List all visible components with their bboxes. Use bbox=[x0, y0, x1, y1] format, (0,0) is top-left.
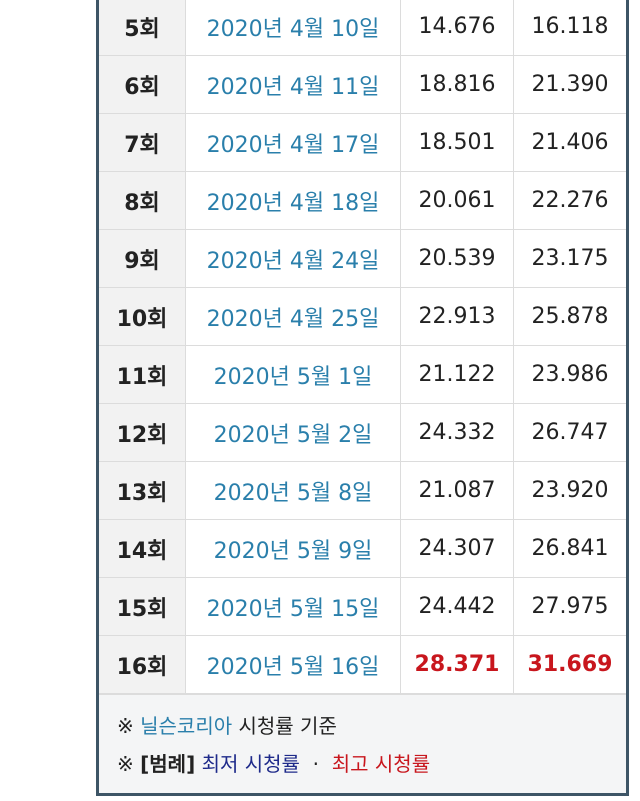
rating-value-1: 24.307 bbox=[400, 519, 514, 578]
source-text: 시청률 기준 bbox=[238, 714, 337, 738]
air-date-link[interactable]: 2020년 4월 10일 bbox=[185, 0, 401, 56]
rating-value-1: 18.501 bbox=[400, 113, 514, 172]
air-date-link[interactable]: 2020년 5월 16일 bbox=[185, 635, 401, 694]
table-row: 5회 2020년 4월 10일 14.676 16.118 bbox=[99, 0, 626, 56]
episode-cell: 7회 bbox=[99, 113, 186, 172]
rating-value-2: 31.669 bbox=[513, 635, 626, 694]
table-footer: ※ 닐슨코리아 시청률 기준 ※ [범례] 최저 시청률 · 최고 시청률 bbox=[99, 694, 626, 793]
table-row: 16회 2020년 5월 16일 28.371 31.669 bbox=[99, 635, 626, 694]
episode-cell: 8회 bbox=[99, 171, 186, 230]
ratings-table-container: 5회 2020년 4월 10일 14.676 16.118 6회 2020년 4월 11일… bbox=[96, 0, 629, 796]
table-row: 12회 2020년 5월 2일 24.332 26.747 bbox=[99, 403, 626, 462]
air-date-link[interactable]: 2020년 4월 25일 bbox=[185, 287, 401, 346]
legend-max: 최고 시청률 bbox=[331, 752, 431, 776]
table-row: 15회 2020년 5월 15일 24.442 27.975 bbox=[99, 577, 626, 636]
rating-value-2: 27.975 bbox=[513, 577, 626, 636]
note-mark: ※ bbox=[117, 752, 134, 776]
rating-value-2: 26.747 bbox=[513, 403, 626, 462]
episode-cell: 12회 bbox=[99, 403, 186, 462]
episode-cell: 10회 bbox=[99, 287, 186, 346]
ratings-table: 5회 2020년 4월 10일 14.676 16.118 6회 2020년 4월 11일… bbox=[99, 0, 626, 694]
rating-value-2: 25.878 bbox=[513, 287, 626, 346]
table-row: 8회 2020년 4월 18일 20.061 22.276 bbox=[99, 171, 626, 230]
nielsen-korea-link[interactable]: 닐슨코리아 bbox=[140, 714, 233, 738]
air-date-link[interactable]: 2020년 4월 24일 bbox=[185, 229, 401, 288]
legend-note: ※ [범례] 최저 시청률 · 최고 시청률 bbox=[117, 745, 610, 783]
episode-cell: 11회 bbox=[99, 345, 186, 404]
air-date-link[interactable]: 2020년 5월 8일 bbox=[185, 461, 401, 520]
rating-value-1: 21.122 bbox=[400, 345, 514, 404]
rating-value-1: 22.913 bbox=[400, 287, 514, 346]
episode-cell: 16회 bbox=[99, 635, 186, 694]
air-date-link[interactable]: 2020년 5월 1일 bbox=[185, 345, 401, 404]
episode-cell: 5회 bbox=[99, 0, 186, 56]
rating-value-1: 14.676 bbox=[400, 0, 514, 56]
rating-value-2: 16.118 bbox=[513, 0, 626, 56]
rating-value-2: 21.406 bbox=[513, 113, 626, 172]
rating-value-1: 18.816 bbox=[400, 55, 514, 114]
table-row: 10회 2020년 4월 25일 22.913 25.878 bbox=[99, 287, 626, 346]
legend-min: 최저 시청률 bbox=[201, 752, 300, 776]
table-row: 7회 2020년 4월 17일 18.501 21.406 bbox=[99, 113, 626, 172]
rating-value-1: 21.087 bbox=[400, 461, 514, 520]
rating-value-2: 23.175 bbox=[513, 229, 626, 288]
rating-value-2: 23.986 bbox=[513, 345, 626, 404]
episode-cell: 6회 bbox=[99, 55, 186, 114]
rating-value-2: 22.276 bbox=[513, 171, 626, 230]
rating-value-1: 20.539 bbox=[400, 229, 514, 288]
episode-cell: 9회 bbox=[99, 229, 186, 288]
table-row: 9회 2020년 4월 24일 20.539 23.175 bbox=[99, 229, 626, 288]
rating-value-2: 26.841 bbox=[513, 519, 626, 578]
source-note: ※ 닐슨코리아 시청률 기준 bbox=[117, 707, 610, 745]
legend-separator: · bbox=[312, 752, 320, 776]
rating-value-1: 20.061 bbox=[400, 171, 514, 230]
episode-cell: 13회 bbox=[99, 461, 186, 520]
air-date-link[interactable]: 2020년 5월 9일 bbox=[185, 519, 401, 578]
table-row: 13회 2020년 5월 8일 21.087 23.920 bbox=[99, 461, 626, 520]
rating-value-2: 23.920 bbox=[513, 461, 626, 520]
air-date-link[interactable]: 2020년 4월 11일 bbox=[185, 55, 401, 114]
episode-cell: 15회 bbox=[99, 577, 186, 636]
air-date-link[interactable]: 2020년 5월 15일 bbox=[185, 577, 401, 636]
air-date-link[interactable]: 2020년 4월 18일 bbox=[185, 171, 401, 230]
legend-label: [범례] bbox=[140, 752, 196, 776]
air-date-link[interactable]: 2020년 4월 17일 bbox=[185, 113, 401, 172]
rating-value-2: 21.390 bbox=[513, 55, 626, 114]
episode-cell: 14회 bbox=[99, 519, 186, 578]
rating-value-1: 24.332 bbox=[400, 403, 514, 462]
air-date-link[interactable]: 2020년 5월 2일 bbox=[185, 403, 401, 462]
table-row: 6회 2020년 4월 11일 18.816 21.390 bbox=[99, 55, 626, 114]
rating-value-1: 24.442 bbox=[400, 577, 514, 636]
table-row: 14회 2020년 5월 9일 24.307 26.841 bbox=[99, 519, 626, 578]
rating-value-1: 28.371 bbox=[400, 635, 514, 694]
table-row: 11회 2020년 5월 1일 21.122 23.986 bbox=[99, 345, 626, 404]
note-mark: ※ bbox=[117, 714, 134, 738]
